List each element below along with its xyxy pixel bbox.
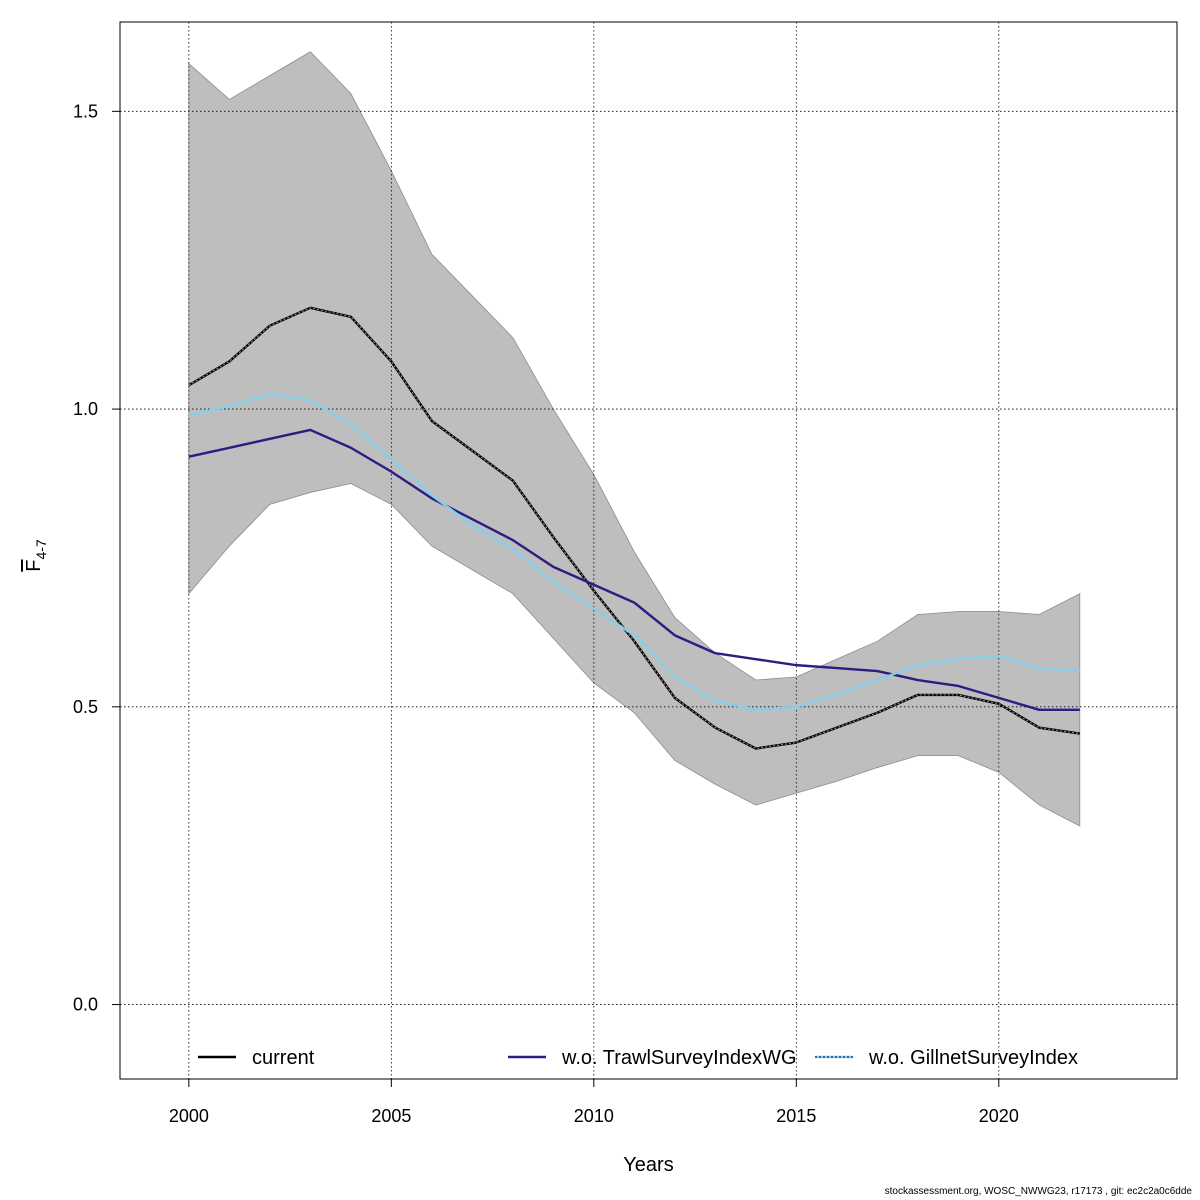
legend-label-3: w.o. GillnetSurveyIndex bbox=[868, 1047, 1078, 1069]
x-tick-label-2005: 2005 bbox=[371, 1106, 411, 1126]
x-tick-label-2010: 2010 bbox=[574, 1106, 614, 1126]
x-tick-label-2000: 2000 bbox=[169, 1106, 209, 1126]
series-line-1-dash-overlay bbox=[188, 307, 1080, 750]
y-axis-title-sub: 4-7 bbox=[33, 539, 49, 559]
series-line-2 bbox=[188, 428, 1080, 711]
y-tick-label-1.5: 1.5 bbox=[73, 101, 98, 121]
legend-label-2: w.o. TrawlSurveyIndexWG bbox=[561, 1047, 797, 1069]
plot-frame bbox=[119, 21, 1178, 1080]
y-tick-label-1: 1.0 bbox=[73, 399, 98, 419]
footer-caption: stockassessment.org, WOSC_NWWG23, r17173… bbox=[884, 1186, 1192, 1197]
legend-label-1: current bbox=[252, 1047, 315, 1069]
y-axis-title: F4-7 bbox=[23, 539, 49, 572]
y-tick-label-0: 0.0 bbox=[73, 995, 98, 1015]
series-layer bbox=[188, 306, 1080, 750]
confidence-band bbox=[188, 51, 1081, 827]
grid-layer bbox=[120, 22, 1177, 1079]
x-axis-title: Years bbox=[623, 1154, 673, 1176]
y-axis-title-main: F bbox=[23, 560, 45, 572]
y-tick-label-0.5: 0.5 bbox=[73, 697, 98, 717]
legend: current w.o. TrawlSurveyIndexWG w.o. Gilln… bbox=[198, 1047, 1078, 1069]
series-line-3 bbox=[188, 392, 1080, 711]
x-tick-label-2020: 2020 bbox=[979, 1106, 1019, 1126]
x-tick-label-2015: 2015 bbox=[776, 1106, 816, 1126]
confidence-band-layer bbox=[188, 51, 1081, 827]
axis-layer: 2000 2005 2010 2015 2020 0.0 0.5 1.0 1.5 bbox=[73, 101, 1019, 1126]
